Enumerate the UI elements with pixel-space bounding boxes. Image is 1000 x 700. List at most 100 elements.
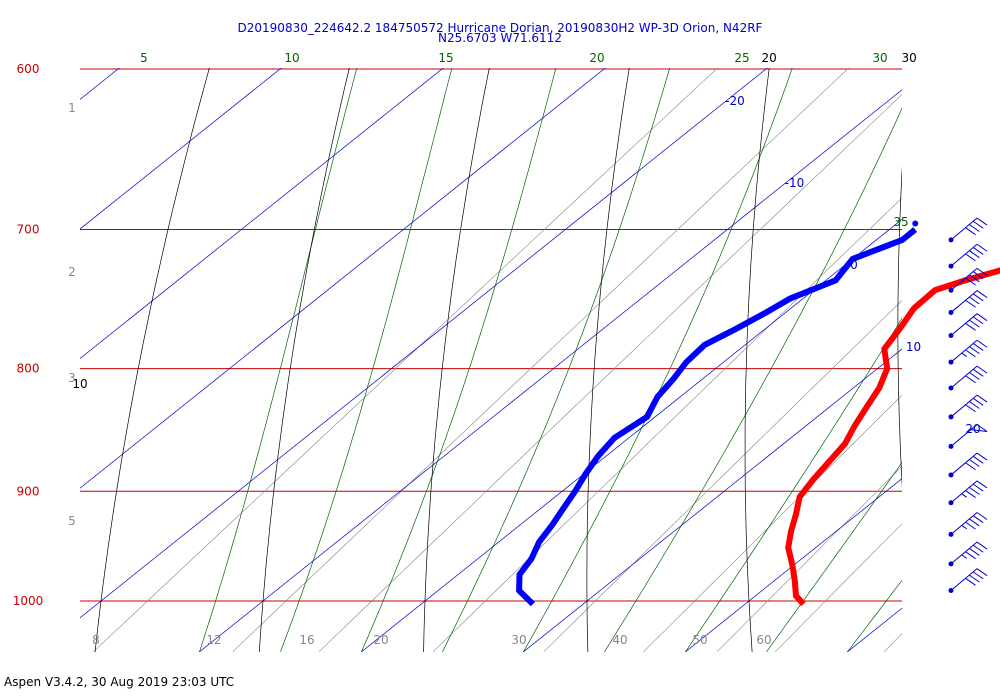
- wind-barb-half-feather: [961, 524, 968, 530]
- wind-barb-feather: [969, 401, 980, 409]
- isotherm: [198, 89, 902, 652]
- moist-adiabat-label: 15: [438, 51, 453, 65]
- mixing-ratio-line: [232, 68, 850, 652]
- isotherm-label: 0: [850, 258, 858, 272]
- mixing-ratio-line: [774, 523, 902, 652]
- isotherm-label: -10: [785, 176, 805, 190]
- wind-barb-shaft: [950, 480, 978, 504]
- wind-barb-feather: [965, 551, 976, 560]
- wind-barb: [948, 267, 988, 293]
- isotherm: [80, 68, 606, 489]
- wind-barb: [948, 512, 988, 537]
- wind-barb-half-feather: [961, 493, 968, 498]
- pressure-tick-label: 700: [17, 223, 40, 237]
- wind-barb-shaft: [950, 541, 978, 565]
- wind-barb: [948, 243, 988, 269]
- mixing-ratio-label: 60: [756, 633, 771, 647]
- chart-title: D20190830_224642.2 184750572 Hurricane D…: [237, 21, 763, 35]
- moist-adiabat: [766, 461, 902, 652]
- wind-barb-feather: [965, 322, 976, 331]
- wind-barb: [948, 394, 988, 420]
- wind-barb-feather: [972, 571, 984, 580]
- wind-barb-feather: [965, 375, 976, 384]
- wind-barb-feather: [972, 220, 984, 229]
- wind-barb-feather: [976, 339, 988, 348]
- wind-barb: [948, 290, 988, 315]
- wind-barb-feather: [965, 577, 976, 586]
- wind-barb: [948, 423, 988, 449]
- moist-adiabat: [523, 68, 793, 652]
- isotherm: [80, 68, 282, 230]
- wind-barb-feather: [969, 319, 980, 328]
- mixing-ratio-label: 40: [612, 633, 627, 647]
- wind-barb-feather: [965, 490, 976, 498]
- wind-barb: [948, 480, 988, 506]
- moist-adiabat: [685, 317, 902, 652]
- wind-barb-feather: [965, 277, 976, 286]
- wind-barb-feather: [976, 480, 988, 489]
- wind-barb-feather: [972, 483, 984, 492]
- mixing-ratio-label: 12: [206, 633, 221, 647]
- dry-adiabat: [897, 165, 902, 489]
- dry-adiabat-label: 30: [901, 51, 916, 65]
- wind-barb-feather: [972, 368, 984, 377]
- wind-barb-half-feather: [961, 554, 968, 559]
- temperature-profile: [785, 267, 1000, 607]
- dry-adiabat: [258, 68, 350, 652]
- mixing-ratio-label: 20: [373, 633, 388, 647]
- dry-adiabat: [94, 68, 210, 652]
- isotherm: [80, 68, 768, 619]
- wind-barb-feather: [965, 227, 976, 236]
- isotherm: [522, 348, 902, 652]
- wind-barb-feather: [972, 271, 984, 279]
- mixing-ratio-label: 16: [299, 633, 314, 647]
- mixing-ratio-line: [543, 300, 902, 652]
- wind-barb-feather: [976, 541, 988, 550]
- dry-adiabat-label: 20: [761, 51, 776, 65]
- dry-adiabat: [744, 68, 770, 652]
- wind-barb-feather: [976, 568, 988, 577]
- wind-barb-feather: [965, 404, 976, 413]
- wind-barb-feather: [969, 250, 980, 259]
- wind-barb-shaft: [950, 217, 978, 241]
- moist-adiabat: [361, 68, 557, 652]
- wind-barb-feather: [976, 365, 988, 374]
- wind-barb-feather: [976, 452, 988, 461]
- wind-barb: [948, 452, 988, 478]
- mixing-ratio-line: [318, 94, 902, 652]
- mixing-ratio-label: 50: [692, 633, 707, 647]
- height-km-label: 5: [68, 514, 76, 528]
- moist-adiabat-label: 5: [140, 51, 148, 65]
- wind-barb-shaft: [950, 243, 978, 267]
- wind-barb: [948, 568, 988, 594]
- isotherm-label: 20: [965, 422, 980, 436]
- wind-barb-feather: [965, 253, 976, 262]
- wind-barb-feather: [969, 296, 980, 305]
- isotherm-label: 10: [906, 340, 921, 354]
- wind-barb-feather: [972, 316, 984, 325]
- sounding-profiles: [516, 220, 1000, 607]
- wind-barb-column: [948, 217, 988, 594]
- height-km-label: 3: [68, 371, 76, 385]
- mixing-ratio-line: [432, 197, 902, 652]
- isotherm: [684, 478, 902, 652]
- height-km-label: 2: [68, 265, 76, 279]
- wind-barb-feather: [976, 267, 988, 276]
- wind-barb: [948, 313, 988, 339]
- wind-barb: [948, 541, 988, 567]
- wind-barb-feather: [976, 217, 988, 226]
- wind-barb-shaft: [950, 313, 978, 336]
- wind-barb-flag: [969, 423, 988, 432]
- wind-barb-feather: [972, 397, 984, 406]
- moist-adiabat: [280, 68, 453, 652]
- wind-barb-shaft: [950, 290, 978, 313]
- isotherm: [846, 607, 902, 652]
- wind-barb-feather: [976, 512, 988, 520]
- wind-barb: [948, 217, 988, 243]
- wind-barb-feather: [969, 486, 980, 495]
- mixing-ratio-line: [93, 68, 719, 652]
- wind-barb-shaft: [950, 339, 978, 363]
- pressure-tick-label: 600: [17, 62, 40, 76]
- height-km-label: 1: [68, 101, 76, 115]
